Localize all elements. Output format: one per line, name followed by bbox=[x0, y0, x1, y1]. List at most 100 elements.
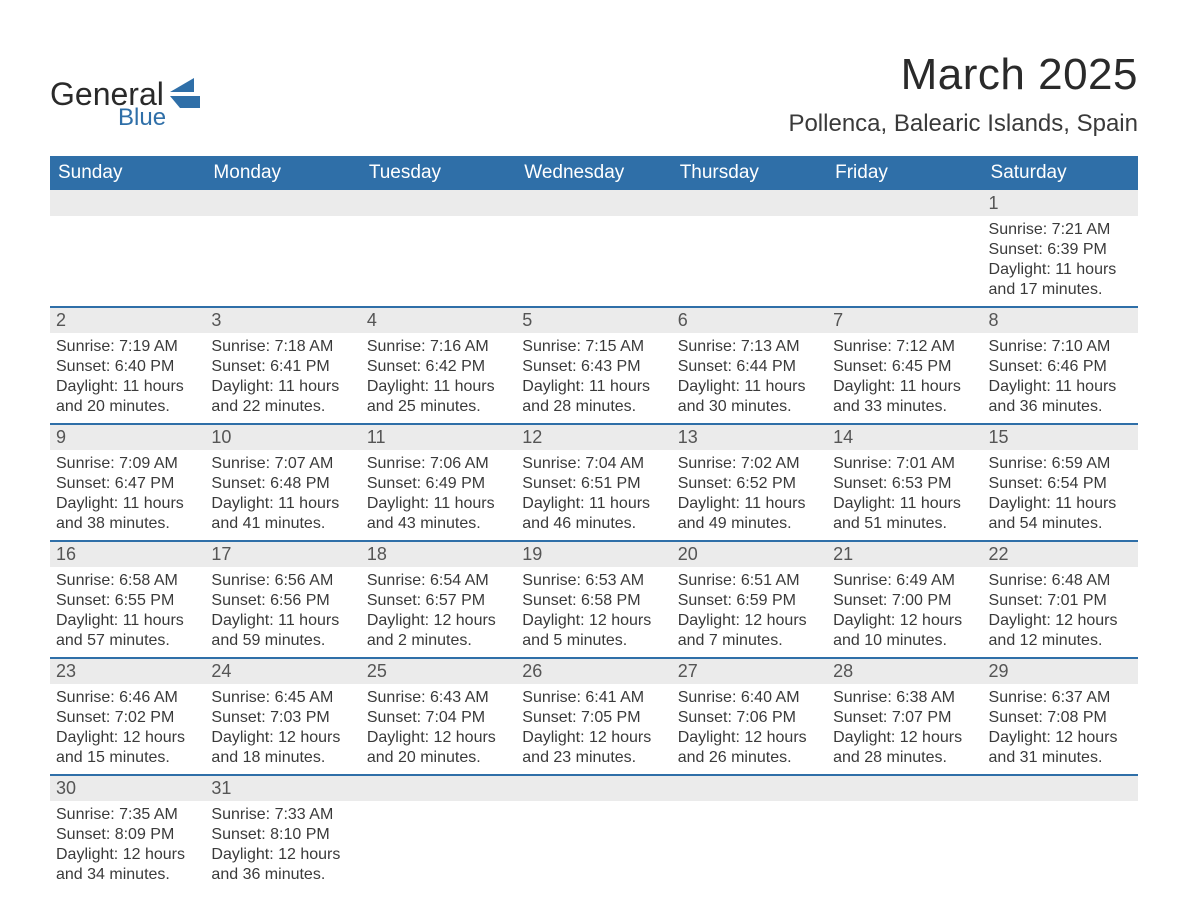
day-d2: and 46 minutes. bbox=[522, 514, 665, 534]
day-number-cell: 1 bbox=[983, 190, 1138, 216]
day-sunrise: Sunrise: 6:41 AM bbox=[522, 688, 665, 708]
day-sunrise: Sunrise: 6:56 AM bbox=[211, 571, 354, 591]
day-number: 30 bbox=[56, 778, 76, 798]
day-number-cell: 30 bbox=[50, 775, 205, 801]
day-number-cell: 10 bbox=[205, 424, 360, 450]
day-number-cell: 14 bbox=[827, 424, 982, 450]
day-number-cell: 18 bbox=[361, 541, 516, 567]
day-d1: Daylight: 11 hours bbox=[56, 377, 199, 397]
day-d2: and 20 minutes. bbox=[56, 397, 199, 417]
day-d2: and 38 minutes. bbox=[56, 514, 199, 534]
day-sunset: Sunset: 7:04 PM bbox=[367, 708, 510, 728]
day-number-row: 2345678 bbox=[50, 307, 1138, 333]
day-number: 25 bbox=[367, 661, 387, 681]
day-number: 15 bbox=[989, 427, 1009, 447]
day-d2: and 54 minutes. bbox=[989, 514, 1132, 534]
day-sunset: Sunset: 6:56 PM bbox=[211, 591, 354, 611]
day-detail-row: Sunrise: 7:21 AMSunset: 6:39 PMDaylight:… bbox=[50, 216, 1138, 307]
day-number: 7 bbox=[833, 310, 843, 330]
day-number-cell: 13 bbox=[672, 424, 827, 450]
day-d1: Daylight: 11 hours bbox=[678, 494, 821, 514]
calendar-body: 1Sunrise: 7:21 AMSunset: 6:39 PMDaylight… bbox=[50, 190, 1138, 891]
day-sunset: Sunset: 7:01 PM bbox=[989, 591, 1132, 611]
day-number: 4 bbox=[367, 310, 377, 330]
day-number-cell bbox=[361, 775, 516, 801]
day-detail-cell: Sunrise: 6:43 AMSunset: 7:04 PMDaylight:… bbox=[361, 684, 516, 775]
day-number-cell bbox=[672, 775, 827, 801]
day-sunrise: Sunrise: 6:58 AM bbox=[56, 571, 199, 591]
day-d1: Daylight: 11 hours bbox=[833, 494, 976, 514]
title-block: March 2025 Pollenca, Balearic Islands, S… bbox=[788, 50, 1138, 138]
day-sunrise: Sunrise: 7:12 AM bbox=[833, 337, 976, 357]
day-sunrise: Sunrise: 6:59 AM bbox=[989, 454, 1132, 474]
day-sunset: Sunset: 7:00 PM bbox=[833, 591, 976, 611]
day-d1: Daylight: 12 hours bbox=[211, 845, 354, 865]
day-detail-row: Sunrise: 7:35 AMSunset: 8:09 PMDaylight:… bbox=[50, 801, 1138, 891]
day-d2: and 41 minutes. bbox=[211, 514, 354, 534]
day-detail-cell: Sunrise: 7:01 AMSunset: 6:53 PMDaylight:… bbox=[827, 450, 982, 541]
day-d2: and 10 minutes. bbox=[833, 631, 976, 651]
day-d2: and 30 minutes. bbox=[678, 397, 821, 417]
day-number-cell: 31 bbox=[205, 775, 360, 801]
day-sunrise: Sunrise: 6:38 AM bbox=[833, 688, 976, 708]
calendar-table: Sunday Monday Tuesday Wednesday Thursday… bbox=[50, 156, 1138, 891]
day-number: 6 bbox=[678, 310, 688, 330]
day-d1: Daylight: 11 hours bbox=[678, 377, 821, 397]
day-detail-cell bbox=[983, 801, 1138, 891]
day-detail-cell: Sunrise: 6:45 AMSunset: 7:03 PMDaylight:… bbox=[205, 684, 360, 775]
weekday-header: Sunday bbox=[50, 156, 205, 190]
day-d2: and 20 minutes. bbox=[367, 748, 510, 768]
day-sunrise: Sunrise: 7:16 AM bbox=[367, 337, 510, 357]
day-number-row: 30 31 bbox=[50, 775, 1138, 801]
day-sunset: Sunset: 6:43 PM bbox=[522, 357, 665, 377]
day-d1: Daylight: 12 hours bbox=[56, 728, 199, 748]
day-d2: and 22 minutes. bbox=[211, 397, 354, 417]
day-detail-cell bbox=[205, 216, 360, 307]
day-number-cell: 5 bbox=[516, 307, 671, 333]
day-sunset: Sunset: 6:57 PM bbox=[367, 591, 510, 611]
day-number-cell bbox=[50, 190, 205, 216]
logo-text-block: General Blue bbox=[50, 78, 166, 132]
day-detail-cell bbox=[672, 801, 827, 891]
day-detail-cell bbox=[827, 216, 982, 307]
day-sunrise: Sunrise: 7:21 AM bbox=[989, 220, 1132, 240]
day-number: 3 bbox=[211, 310, 221, 330]
day-d2: and 12 minutes. bbox=[989, 631, 1132, 651]
day-detail-cell bbox=[361, 801, 516, 891]
day-detail-cell bbox=[50, 216, 205, 307]
day-number: 22 bbox=[989, 544, 1009, 564]
day-detail-cell: Sunrise: 7:10 AMSunset: 6:46 PMDaylight:… bbox=[983, 333, 1138, 424]
day-number: 9 bbox=[56, 427, 66, 447]
day-d1: Daylight: 11 hours bbox=[367, 377, 510, 397]
day-number: 5 bbox=[522, 310, 532, 330]
weekday-header: Friday bbox=[827, 156, 982, 190]
day-sunrise: Sunrise: 7:06 AM bbox=[367, 454, 510, 474]
day-number: 8 bbox=[989, 310, 999, 330]
day-d2: and 34 minutes. bbox=[56, 865, 199, 885]
day-number-cell: 24 bbox=[205, 658, 360, 684]
day-d1: Daylight: 12 hours bbox=[56, 845, 199, 865]
day-number-cell: 21 bbox=[827, 541, 982, 567]
day-d2: and 43 minutes. bbox=[367, 514, 510, 534]
day-d1: Daylight: 11 hours bbox=[833, 377, 976, 397]
day-sunset: Sunset: 7:02 PM bbox=[56, 708, 199, 728]
calendar-head: Sunday Monday Tuesday Wednesday Thursday… bbox=[50, 156, 1138, 190]
weekday-header: Monday bbox=[205, 156, 360, 190]
day-d2: and 33 minutes. bbox=[833, 397, 976, 417]
day-number-cell bbox=[827, 190, 982, 216]
day-sunrise: Sunrise: 6:46 AM bbox=[56, 688, 199, 708]
weekday-header: Wednesday bbox=[516, 156, 671, 190]
day-detail-cell: Sunrise: 6:51 AMSunset: 6:59 PMDaylight:… bbox=[672, 567, 827, 658]
day-sunrise: Sunrise: 7:18 AM bbox=[211, 337, 354, 357]
day-d2: and 36 minutes. bbox=[211, 865, 354, 885]
day-detail-cell: Sunrise: 6:53 AMSunset: 6:58 PMDaylight:… bbox=[516, 567, 671, 658]
page-header: General Blue March 2025 Pollenca, Balear… bbox=[50, 50, 1138, 138]
day-d2: and 26 minutes. bbox=[678, 748, 821, 768]
day-number: 31 bbox=[211, 778, 231, 798]
day-detail-cell: Sunrise: 7:13 AMSunset: 6:44 PMDaylight:… bbox=[672, 333, 827, 424]
day-sunrise: Sunrise: 7:13 AM bbox=[678, 337, 821, 357]
day-number-cell bbox=[516, 775, 671, 801]
day-d1: Daylight: 11 hours bbox=[522, 377, 665, 397]
day-detail-cell bbox=[827, 801, 982, 891]
day-d1: Daylight: 12 hours bbox=[989, 728, 1132, 748]
